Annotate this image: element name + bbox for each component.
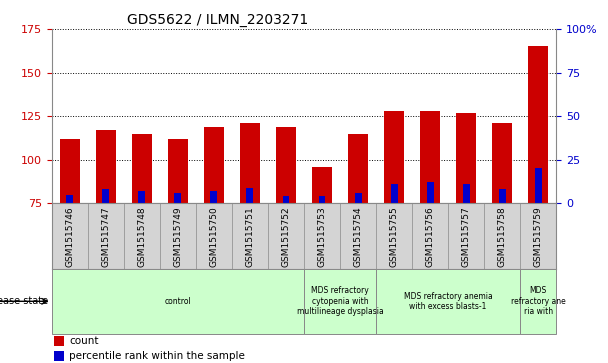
Text: GSM1515759: GSM1515759 <box>534 207 543 267</box>
Bar <box>463 184 469 203</box>
Bar <box>168 139 188 203</box>
Text: GSM1515755: GSM1515755 <box>390 207 399 267</box>
Bar <box>60 139 80 203</box>
Text: GSM1515748: GSM1515748 <box>137 207 147 267</box>
Bar <box>276 127 296 203</box>
Bar <box>528 46 548 203</box>
Bar <box>246 188 254 203</box>
Bar <box>420 111 440 203</box>
Text: GSM1515752: GSM1515752 <box>282 207 291 267</box>
Bar <box>54 336 64 346</box>
Text: control: control <box>165 297 191 306</box>
Text: MDS refractory anemia
with excess blasts-1: MDS refractory anemia with excess blasts… <box>404 291 492 311</box>
Bar <box>54 351 64 361</box>
Bar <box>520 269 556 334</box>
Bar <box>354 193 362 203</box>
Text: GSM1515753: GSM1515753 <box>317 207 326 267</box>
Bar <box>492 123 512 203</box>
Text: GSM1515754: GSM1515754 <box>354 207 362 267</box>
Bar <box>283 196 289 203</box>
Bar <box>456 113 476 203</box>
Bar <box>348 134 368 203</box>
Bar <box>240 123 260 203</box>
Bar <box>210 191 217 203</box>
Bar <box>174 193 181 203</box>
Bar <box>384 111 404 203</box>
Text: GSM1515757: GSM1515757 <box>461 207 471 267</box>
Bar <box>102 189 109 203</box>
Bar <box>499 189 506 203</box>
Text: GSM1515749: GSM1515749 <box>173 207 182 267</box>
Text: MDS refractory
cytopenia with
multilineage dysplasia: MDS refractory cytopenia with multilinea… <box>297 286 384 316</box>
Bar <box>304 269 376 334</box>
Bar <box>312 167 332 203</box>
Bar <box>66 195 73 203</box>
Bar <box>535 168 542 203</box>
Text: GSM1515756: GSM1515756 <box>426 207 435 267</box>
Bar <box>204 127 224 203</box>
Bar <box>427 182 434 203</box>
Text: disease state: disease state <box>0 296 48 306</box>
Text: GSM1515758: GSM1515758 <box>498 207 506 267</box>
Bar <box>376 269 520 334</box>
Text: GSM1515750: GSM1515750 <box>209 207 218 267</box>
Text: MDS
refractory ane
ria with: MDS refractory ane ria with <box>511 286 565 316</box>
Text: count: count <box>69 336 99 346</box>
Text: GSM1515746: GSM1515746 <box>65 207 74 267</box>
Bar <box>139 191 145 203</box>
Text: GSM1515751: GSM1515751 <box>246 207 254 267</box>
Bar <box>391 184 398 203</box>
Text: GSM1515747: GSM1515747 <box>102 207 110 267</box>
Text: percentile rank within the sample: percentile rank within the sample <box>69 351 245 361</box>
Bar <box>96 130 116 203</box>
Bar <box>132 134 152 203</box>
Bar <box>52 269 304 334</box>
Bar <box>319 196 325 203</box>
Text: GDS5622 / ILMN_2203271: GDS5622 / ILMN_2203271 <box>128 13 309 26</box>
